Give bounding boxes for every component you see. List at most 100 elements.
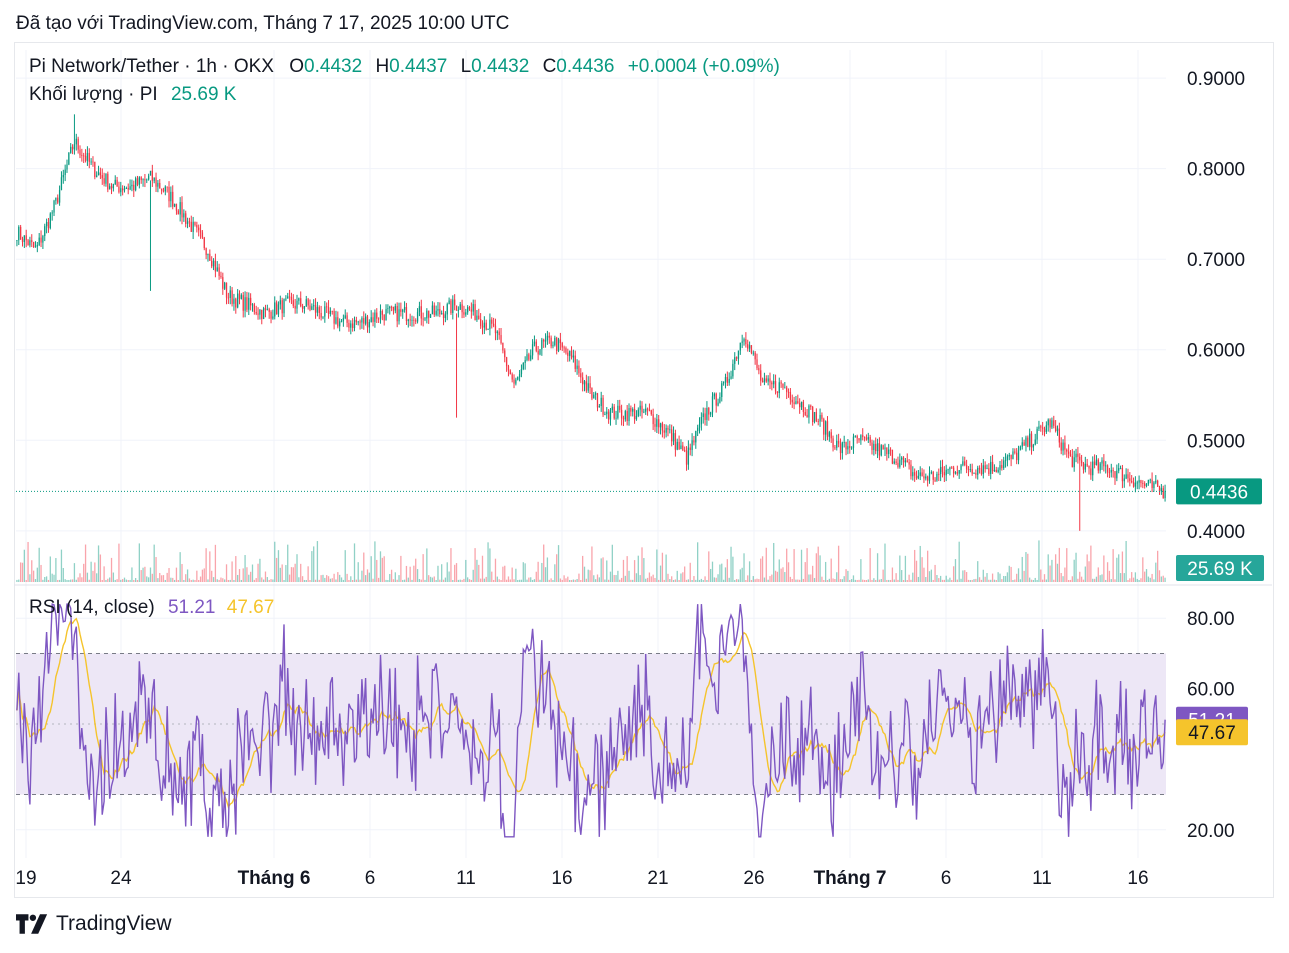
volume-bar bbox=[826, 579, 829, 582]
volume-bar bbox=[36, 567, 38, 582]
volume-bar bbox=[231, 561, 233, 582]
candle-body bbox=[277, 304, 280, 315]
candle-body bbox=[709, 412, 712, 415]
candle-body bbox=[978, 467, 981, 470]
candle-body bbox=[292, 300, 294, 306]
volume-bar bbox=[865, 579, 868, 582]
candle-body bbox=[283, 298, 285, 314]
volume-bar bbox=[364, 575, 367, 582]
candle-body bbox=[1079, 456, 1081, 461]
volume-bar bbox=[335, 579, 337, 582]
candle-body bbox=[852, 436, 855, 448]
candle-body bbox=[774, 381, 777, 392]
volume-bar bbox=[697, 542, 699, 582]
volume-bar bbox=[1132, 577, 1135, 582]
open-value: 0.4432 bbox=[304, 56, 363, 77]
candle-body bbox=[1160, 488, 1163, 492]
candle-body bbox=[235, 298, 237, 308]
candle-body bbox=[1158, 486, 1161, 492]
candle-body bbox=[1056, 428, 1059, 432]
candle-body bbox=[687, 447, 690, 465]
volume-bar bbox=[938, 578, 940, 582]
volume-bar bbox=[1073, 559, 1075, 582]
volume-bar bbox=[333, 573, 335, 582]
volume-bar bbox=[110, 557, 113, 582]
volume-bar bbox=[461, 579, 463, 582]
volume-bar bbox=[778, 559, 780, 582]
volume-bar bbox=[570, 579, 573, 582]
candle-body bbox=[980, 469, 983, 475]
candle-body bbox=[1136, 482, 1138, 484]
candle-body bbox=[863, 436, 866, 438]
candle-body bbox=[604, 414, 606, 415]
volume-bar bbox=[261, 577, 263, 582]
candle-body bbox=[342, 318, 345, 322]
volume-bar bbox=[556, 554, 558, 582]
volume-bar bbox=[875, 579, 877, 582]
symbol-label[interactable]: Pi Network/Tether · 1h · OKX bbox=[29, 56, 274, 77]
candle-body bbox=[813, 412, 816, 423]
volume-bar bbox=[789, 576, 792, 582]
rsi-label[interactable]: RSI (14, close) bbox=[29, 597, 155, 618]
volume-bar bbox=[760, 558, 762, 582]
candle-body bbox=[752, 352, 754, 354]
volume-bar bbox=[446, 562, 448, 582]
volume-bar bbox=[765, 547, 767, 582]
volume-bar bbox=[452, 579, 454, 582]
volume-bar bbox=[181, 564, 183, 582]
volume-bar bbox=[353, 543, 356, 582]
volume-bar bbox=[361, 570, 363, 582]
volume-bar bbox=[878, 579, 881, 582]
volume-bar bbox=[672, 579, 675, 582]
candle-body bbox=[622, 418, 625, 420]
candle-body bbox=[222, 277, 224, 289]
volume-bar bbox=[869, 548, 871, 582]
candle-body bbox=[268, 309, 270, 312]
candle-body bbox=[550, 337, 552, 347]
volume-bar bbox=[977, 561, 979, 582]
volume-bar bbox=[270, 579, 272, 582]
volume-bar bbox=[819, 555, 821, 582]
candle-body bbox=[1112, 470, 1114, 472]
volume-bar bbox=[1010, 566, 1012, 582]
volume-label[interactable]: Khối lượng · PI bbox=[29, 84, 158, 105]
time-tick-label: 21 bbox=[647, 868, 668, 889]
volume-bar bbox=[888, 579, 890, 582]
volume-bar bbox=[995, 579, 997, 582]
volume-bar bbox=[127, 579, 129, 582]
candle-body bbox=[750, 345, 753, 354]
volume-bar bbox=[1153, 579, 1155, 582]
volume-bar bbox=[1101, 574, 1103, 582]
volume-bar bbox=[906, 579, 908, 582]
price-tick-label: 0.5000 bbox=[1187, 431, 1245, 452]
volume-bar bbox=[1077, 578, 1079, 582]
volume-bar bbox=[107, 578, 109, 582]
candle-body bbox=[1067, 451, 1070, 454]
candle-body bbox=[1053, 420, 1055, 426]
candle-body bbox=[454, 299, 456, 306]
candle-body bbox=[1090, 468, 1092, 476]
volume-bar bbox=[409, 566, 411, 582]
time-tick-label: 11 bbox=[456, 868, 476, 889]
volume-bar bbox=[58, 579, 61, 582]
candle-body bbox=[993, 469, 996, 472]
candle-body bbox=[162, 190, 165, 192]
volume-bar bbox=[812, 565, 814, 582]
volume-bar bbox=[1131, 572, 1133, 582]
footer-brand[interactable]: TradingView bbox=[16, 912, 172, 936]
candle-body bbox=[275, 302, 278, 315]
candle-body bbox=[765, 378, 767, 382]
volume-bar bbox=[346, 573, 348, 582]
candle-body bbox=[1095, 459, 1098, 465]
volume-bar bbox=[1151, 573, 1153, 582]
candle-body bbox=[517, 377, 519, 380]
candle-body bbox=[468, 307, 471, 310]
candle-body bbox=[224, 282, 226, 289]
candle-body bbox=[947, 469, 949, 471]
volume-bar bbox=[467, 577, 469, 582]
volume-bar bbox=[38, 547, 40, 582]
candle-body bbox=[587, 383, 589, 391]
volume-bar bbox=[836, 572, 838, 582]
volume-bar bbox=[637, 555, 639, 582]
